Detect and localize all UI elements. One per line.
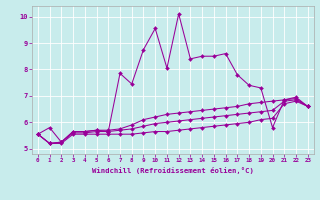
X-axis label: Windchill (Refroidissement éolien,°C): Windchill (Refroidissement éolien,°C) — [92, 167, 254, 174]
